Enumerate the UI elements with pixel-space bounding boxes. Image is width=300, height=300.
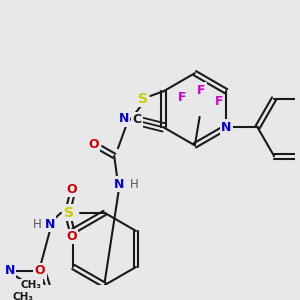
Text: N: N bbox=[44, 218, 55, 231]
Text: F: F bbox=[178, 92, 187, 104]
Text: O: O bbox=[66, 230, 77, 243]
Text: N: N bbox=[118, 112, 129, 125]
Text: CH₃: CH₃ bbox=[20, 280, 41, 290]
Text: F: F bbox=[197, 84, 206, 97]
Text: S: S bbox=[64, 206, 74, 220]
Text: N: N bbox=[221, 121, 231, 134]
Text: O: O bbox=[34, 264, 45, 278]
Text: H: H bbox=[130, 178, 139, 191]
Text: O: O bbox=[66, 183, 77, 196]
Text: S: S bbox=[138, 92, 148, 106]
Text: N: N bbox=[5, 264, 15, 278]
Text: C: C bbox=[132, 113, 142, 126]
Text: N: N bbox=[114, 178, 124, 191]
Text: CH₃: CH₃ bbox=[12, 292, 33, 300]
Text: H: H bbox=[33, 218, 42, 231]
Text: F: F bbox=[214, 95, 223, 108]
Text: O: O bbox=[88, 138, 99, 151]
